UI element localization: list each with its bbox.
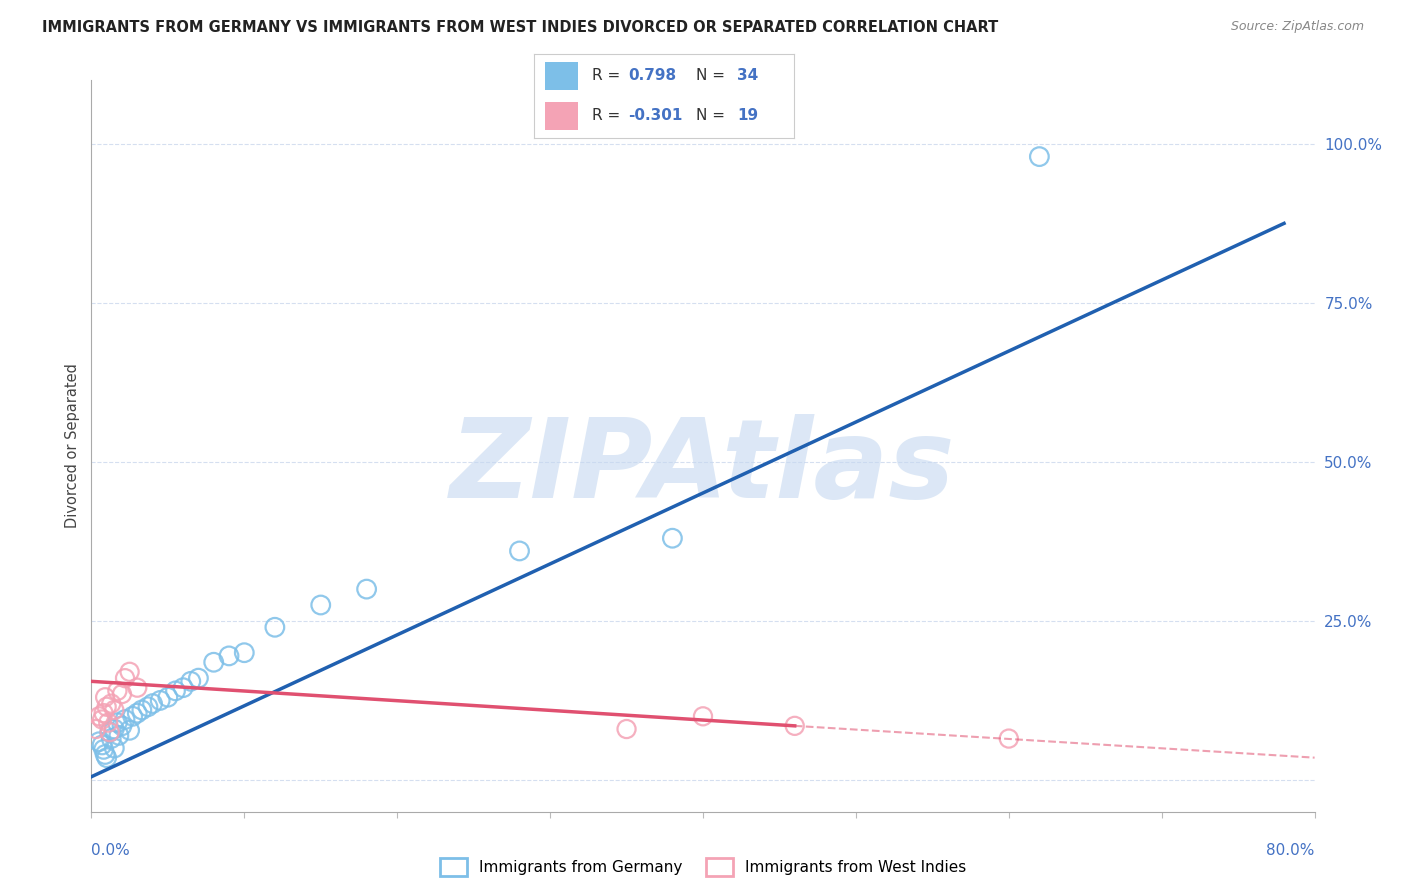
Text: 80.0%: 80.0% [1267,843,1315,858]
Point [233,646,256,660]
Point [136,699,159,714]
Point [661,531,683,545]
Point [114,713,136,727]
Bar [544,62,578,90]
Text: 0.798: 0.798 [628,69,676,84]
Point [356,582,378,596]
Point [87,709,110,723]
Text: ZIPAtlas: ZIPAtlas [450,415,956,522]
Point [127,706,149,720]
Point [264,620,287,634]
Text: R =: R = [592,108,624,123]
Point [91,738,114,752]
Text: R =: R = [592,69,624,84]
Point [218,648,240,663]
Point [94,690,117,705]
Point [103,741,125,756]
Point [84,722,107,736]
Point [998,731,1021,746]
Point [692,709,714,723]
Point [118,665,141,679]
Point [98,725,121,739]
Point [111,719,134,733]
Text: N =: N = [696,69,730,84]
Point [108,728,131,742]
Point [616,722,638,736]
Point [783,719,806,733]
Text: 19: 19 [737,108,758,123]
Legend: Immigrants from Germany, Immigrants from West Indies: Immigrants from Germany, Immigrants from… [433,852,973,882]
Text: N =: N = [696,108,730,123]
Point [105,715,128,730]
Point [172,681,194,695]
Bar [544,102,578,130]
Point [97,715,120,730]
Point [98,725,121,739]
Point [91,713,114,727]
Point [103,722,125,736]
Point [111,687,134,701]
Point [105,684,128,698]
Point [156,690,179,705]
Point [100,731,122,746]
Text: 0.0%: 0.0% [91,843,131,858]
Point [94,747,117,762]
Point [180,674,202,689]
Point [96,750,118,764]
Point [141,697,163,711]
Point [100,697,122,711]
Point [165,684,187,698]
Point [202,655,225,669]
Point [114,671,136,685]
Point [93,742,115,756]
Text: -0.301: -0.301 [628,108,682,123]
Y-axis label: Divorced or Separated: Divorced or Separated [65,364,80,528]
Point [96,699,118,714]
Point [187,671,209,685]
Point [121,709,143,723]
Point [131,703,153,717]
Point [127,681,149,695]
Point [309,598,332,612]
Text: 34: 34 [737,69,758,84]
Text: IMMIGRANTS FROM GERMANY VS IMMIGRANTS FROM WEST INDIES DIVORCED OR SEPARATED COR: IMMIGRANTS FROM GERMANY VS IMMIGRANTS FR… [42,20,998,35]
Point [118,723,141,738]
Point [103,703,125,717]
Point [1028,150,1050,164]
Point [87,735,110,749]
Text: Source: ZipAtlas.com: Source: ZipAtlas.com [1230,20,1364,33]
Point [149,693,172,707]
Point [509,544,531,558]
Point [93,706,115,720]
